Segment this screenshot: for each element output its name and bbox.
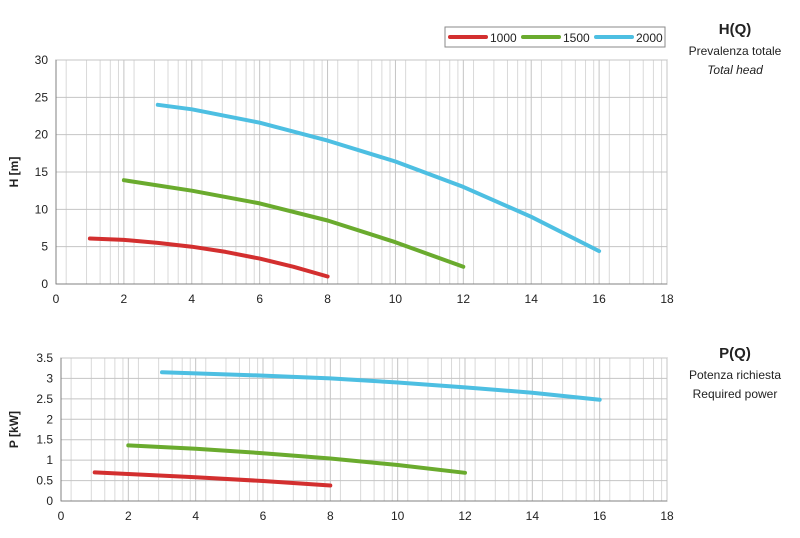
x-tick-label: 10 bbox=[389, 292, 403, 306]
legend-label-2000: 2000 bbox=[636, 31, 663, 45]
y-tick-label: 2.5 bbox=[36, 392, 53, 406]
x-tick-label: 2 bbox=[121, 292, 128, 306]
y-tick-label: 2 bbox=[46, 412, 53, 426]
x-tick-label: 0 bbox=[58, 509, 65, 523]
power-panel-subtitle-it: Potenza richiesta bbox=[688, 368, 782, 382]
series-line-1000 bbox=[92, 470, 333, 488]
x-tick-label: 16 bbox=[593, 509, 607, 523]
power-panel-title: P(Q) bbox=[719, 345, 751, 362]
x-tick-label: 12 bbox=[458, 509, 472, 523]
x-tick-label: 10 bbox=[391, 509, 405, 523]
head-panel-subtitle-it: Prevalenza totale bbox=[688, 44, 782, 58]
y-tick-label: 20 bbox=[35, 128, 49, 142]
x-tick-label: 14 bbox=[525, 292, 539, 306]
series-line-1500 bbox=[126, 443, 467, 475]
y-tick-label: 10 bbox=[35, 202, 49, 216]
y-tick-label: 1 bbox=[46, 453, 53, 467]
y-tick-label: 25 bbox=[35, 90, 49, 104]
y-tick-label: 3 bbox=[46, 371, 53, 385]
series-line-1000 bbox=[87, 236, 330, 279]
y-tick-label: 5 bbox=[41, 240, 48, 254]
y-tick-label: 1.5 bbox=[36, 433, 53, 447]
x-tick-label: 12 bbox=[457, 292, 471, 306]
legend: 1000 1500 2000 bbox=[444, 26, 666, 48]
y-tick-label: 0 bbox=[41, 277, 48, 291]
series-line-2000 bbox=[155, 102, 602, 254]
head-panel-subtitle-en: Total head bbox=[707, 63, 763, 77]
y-tick-label: 3.5 bbox=[36, 351, 53, 365]
y-tick-label: 15 bbox=[35, 165, 49, 179]
legend-label-1500: 1500 bbox=[563, 31, 590, 45]
x-tick-label: 8 bbox=[324, 292, 331, 306]
x-tick-label: 8 bbox=[327, 509, 334, 523]
x-tick-label: 6 bbox=[256, 292, 263, 306]
x-tick-label: 18 bbox=[660, 292, 674, 306]
x-tick-label: 14 bbox=[526, 509, 540, 523]
x-tick-label: 4 bbox=[188, 292, 195, 306]
y-axis-label: P [kW] bbox=[7, 411, 21, 448]
y-axis-label: H [m] bbox=[7, 157, 21, 188]
power-panel-caption: P(Q) Potenza richiesta Required power bbox=[660, 345, 800, 401]
x-tick-label: 2 bbox=[125, 509, 132, 523]
x-tick-label: 16 bbox=[592, 292, 606, 306]
legend-label-1000: 1000 bbox=[490, 31, 517, 45]
series-line-1500 bbox=[121, 178, 466, 269]
x-tick-label: 0 bbox=[53, 292, 60, 306]
head-panel-title: H(Q) bbox=[718, 21, 752, 38]
power-panel-subtitle-en: Required power bbox=[692, 387, 778, 401]
x-tick-label: 6 bbox=[260, 509, 267, 523]
x-tick-label: 18 bbox=[660, 509, 674, 523]
y-tick-label: 0.5 bbox=[36, 474, 53, 488]
y-tick-label: 0 bbox=[46, 494, 53, 508]
y-tick-label: 30 bbox=[35, 53, 49, 67]
x-tick-label: 4 bbox=[192, 509, 199, 523]
head-panel-caption: H(Q) Prevalenza totale Total head bbox=[660, 21, 800, 77]
chart-head: 0 2 4 6 8 10 12 14 16 18 0 5 10 15 20 25 30 H [m] 1000 1500… bbox=[7, 26, 674, 306]
chart-power: 0 2 4 6 8 10 12 14 16 18 0 0.5 1 1.5 2 2.5 3 3.5 P [kW] bbox=[7, 351, 674, 523]
series-line-2000 bbox=[160, 370, 602, 402]
